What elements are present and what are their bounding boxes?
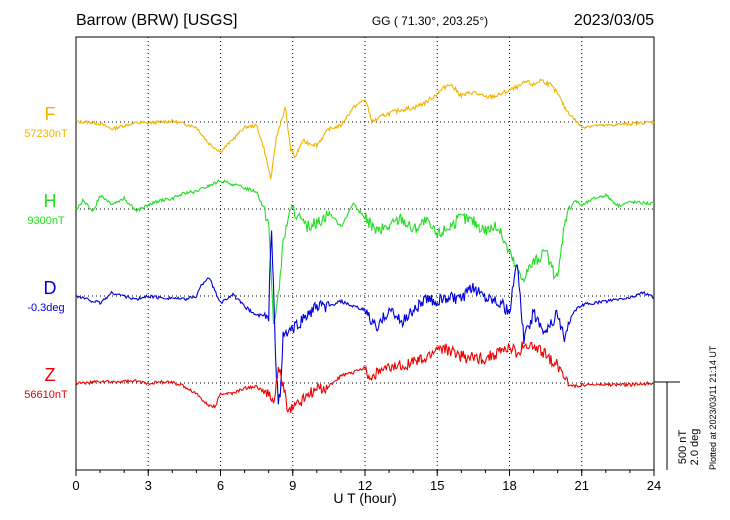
- series-baseline-f: 57230nT: [24, 128, 68, 140]
- coordinates-label: GG ( 71.30°, 203.25°): [372, 14, 488, 28]
- series-baseline-d: -0.3deg: [27, 302, 64, 314]
- series-group: [75, 78, 655, 414]
- x-tick-label: 21: [575, 478, 589, 493]
- series-name-d: D: [44, 278, 57, 298]
- scale-nt-label: 500 nT: [677, 430, 689, 465]
- series-line-d: [75, 230, 655, 405]
- series-line-f: [75, 78, 655, 180]
- series-line-h: [75, 179, 655, 325]
- series-name-h: H: [44, 191, 57, 211]
- x-tick-label: 3: [145, 478, 152, 493]
- plotted-timestamp: Plotted at 2023/03/11 21:14 UT: [708, 345, 718, 470]
- scale-deg-label: 2.0 deg: [689, 429, 701, 466]
- x-tick-label: 24: [647, 478, 661, 493]
- x-tick-label: 12: [358, 478, 372, 493]
- grid-lines: [76, 37, 654, 470]
- station-title: Barrow (BRW) [USGS]: [76, 12, 238, 29]
- x-axis: 0 3 6 9 12 15 18 21 24: [72, 470, 661, 493]
- date-label: 2023/03/05: [574, 12, 654, 29]
- series-name-z: Z: [45, 365, 56, 385]
- x-axis-label: U T (hour): [333, 490, 396, 506]
- x-tick-label: 15: [430, 478, 444, 493]
- x-tick-label: 0: [72, 478, 79, 493]
- series-baseline-z: 56610nT: [24, 389, 68, 401]
- scale-bar: 500 nT 2.0 deg: [654, 381, 701, 470]
- x-tick-label: 9: [289, 478, 296, 493]
- x-tick-label: 6: [217, 478, 224, 493]
- series-baseline-h: 9300nT: [27, 215, 65, 227]
- x-tick-label: 18: [502, 478, 516, 493]
- series-labels: F 57230nT H 9300nT D -0.3deg Z 56610nT: [24, 104, 68, 401]
- series-name-f: F: [45, 104, 56, 124]
- series-line-z: [75, 341, 655, 414]
